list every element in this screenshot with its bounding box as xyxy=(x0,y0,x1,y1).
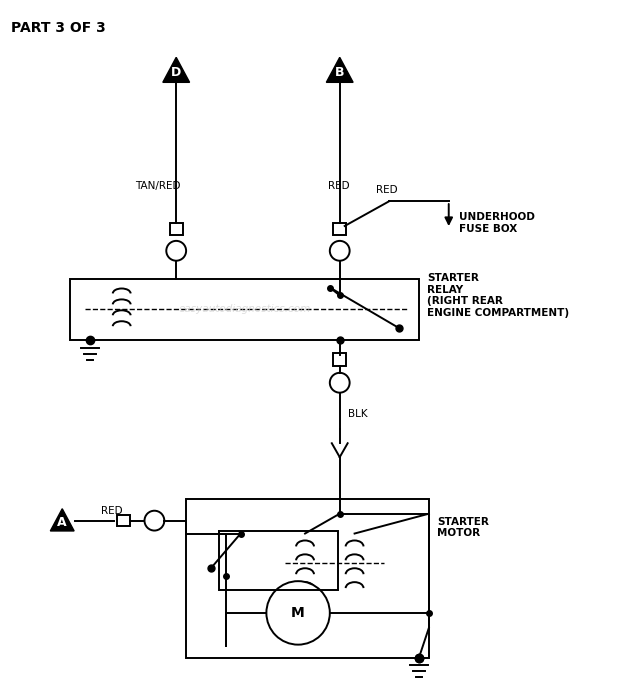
Text: TAN/RED: TAN/RED xyxy=(135,181,180,191)
Bar xyxy=(70,279,419,340)
Text: RED: RED xyxy=(101,505,122,516)
Bar xyxy=(170,223,183,235)
Bar xyxy=(333,223,346,235)
Text: BLK: BLK xyxy=(348,410,367,419)
Text: UNDERHOOD
FUSE BOX: UNDERHOOD FUSE BOX xyxy=(459,212,535,234)
Text: STARTER
RELAY
(RIGHT REAR
ENGINE COMPARTMENT): STARTER RELAY (RIGHT REAR ENGINE COMPART… xyxy=(427,273,569,318)
Text: PART 3 OF 3: PART 3 OF 3 xyxy=(11,20,106,34)
Circle shape xyxy=(266,581,330,645)
Text: easyautodiagnostics.com: easyautodiagnostics.com xyxy=(179,304,311,314)
Bar xyxy=(117,515,130,526)
Polygon shape xyxy=(50,509,74,531)
Text: STARTER
MOTOR: STARTER MOTOR xyxy=(437,517,489,538)
Text: A: A xyxy=(57,516,67,529)
Text: RED: RED xyxy=(328,181,349,191)
Bar xyxy=(333,354,346,366)
Text: D: D xyxy=(171,66,181,79)
Polygon shape xyxy=(326,57,353,83)
Polygon shape xyxy=(163,57,190,83)
Bar xyxy=(219,531,338,590)
Bar xyxy=(186,499,429,657)
Text: RED: RED xyxy=(376,186,398,195)
Text: M: M xyxy=(291,606,305,620)
Text: B: B xyxy=(335,66,344,79)
